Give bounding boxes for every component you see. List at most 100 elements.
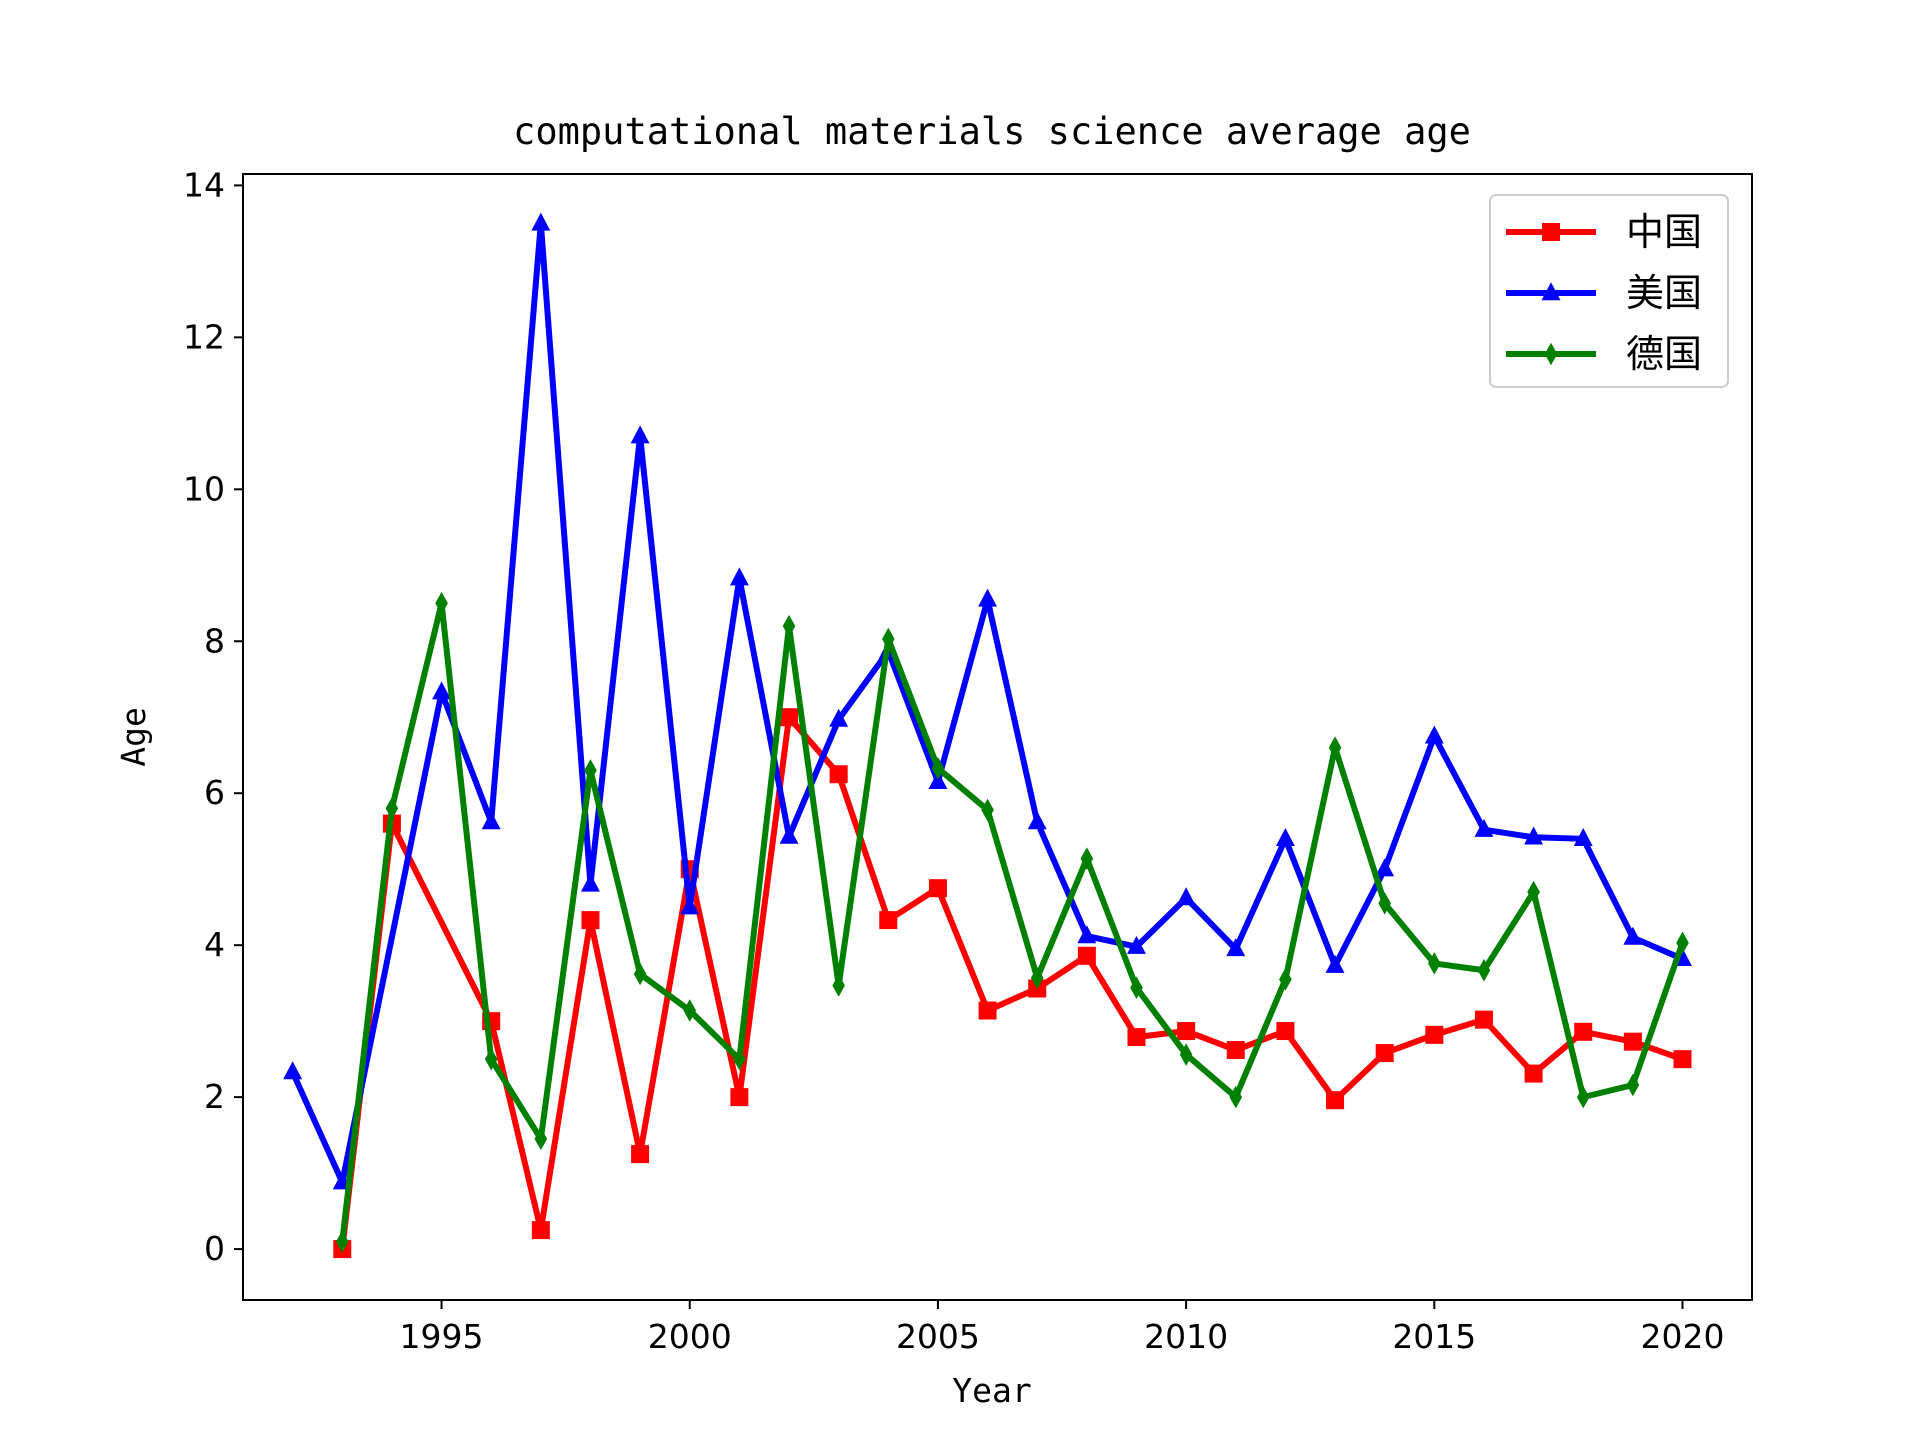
data-point (1474, 818, 1494, 837)
legend-box (1489, 194, 1729, 388)
x-tick-label: 2010 (1144, 1317, 1228, 1356)
data-point (1130, 976, 1143, 999)
data-point (928, 879, 947, 898)
data-point (1573, 828, 1593, 847)
data-point (829, 765, 848, 784)
data-point (733, 1047, 746, 1071)
data-point (931, 756, 945, 780)
x-axis-label: Year (952, 1371, 1031, 1410)
data-point (534, 1127, 548, 1151)
data-point (531, 212, 551, 231)
y-tick-label: 10 (183, 469, 225, 508)
data-point (1030, 966, 1044, 990)
data-point (1425, 1025, 1444, 1044)
data-point (1576, 1085, 1590, 1109)
y-tick-label: 8 (204, 621, 225, 660)
data-point (1375, 858, 1395, 877)
chart-title: computational materials science average … (513, 110, 1471, 153)
data-point (633, 962, 647, 986)
data-point (1275, 828, 1295, 847)
data-point (978, 1001, 997, 1020)
data-point (782, 614, 796, 638)
data-point (1127, 935, 1146, 954)
legend-marker (1544, 342, 1558, 366)
data-point (1527, 880, 1540, 904)
plot-area (283, 212, 1692, 1259)
x-tick-label: 2000 (648, 1317, 732, 1356)
data-point (928, 771, 948, 790)
data-point (1326, 1091, 1345, 1110)
data-point (1574, 1022, 1593, 1041)
legend-marker (1541, 282, 1561, 301)
data-point (1080, 847, 1094, 870)
x-tick-label: 2015 (1392, 1317, 1476, 1356)
legend-entry: 美国 (1506, 271, 1702, 315)
y-tick-label: 4 (204, 925, 225, 964)
data-point (1626, 1073, 1640, 1097)
y-tick-label: 6 (204, 773, 225, 812)
legend-entry: 中国 (1506, 210, 1702, 254)
series-line (289, 220, 1684, 1186)
data-point (432, 681, 452, 700)
data-point (1328, 736, 1342, 759)
data-point (881, 627, 895, 651)
data-point (1229, 1085, 1243, 1109)
legend-label: 德国 (1626, 332, 1702, 376)
data-point (1127, 1028, 1146, 1047)
data-point (1077, 946, 1096, 965)
data-point (1325, 954, 1345, 973)
series-line (339, 600, 1686, 1242)
data-point (780, 708, 799, 727)
legend-label: 美国 (1626, 271, 1702, 315)
data-point (1276, 1022, 1295, 1041)
data-point (385, 797, 399, 820)
data-point (1477, 959, 1491, 982)
data-point (584, 759, 597, 782)
data-point (1474, 1010, 1493, 1029)
data-point (1524, 1064, 1543, 1083)
data-point (729, 567, 749, 586)
y-tick-label: 2 (204, 1077, 225, 1116)
data-point (1673, 1050, 1692, 1069)
data-point (978, 588, 998, 607)
legend-label: 中国 (1626, 210, 1702, 254)
data-point (435, 592, 448, 615)
data-point (730, 1088, 749, 1107)
data-point (581, 873, 600, 892)
data-point (1378, 892, 1391, 915)
plot-frame (242, 173, 1753, 1301)
data-point (832, 974, 845, 997)
data-point (1676, 931, 1689, 955)
data-point (683, 999, 697, 1022)
x-tick-label: 2020 (1641, 1317, 1725, 1356)
legend-marker (1542, 223, 1560, 241)
data-point (1524, 826, 1544, 845)
data-point (1428, 952, 1441, 975)
data-point (1179, 1043, 1193, 1066)
series-2 (283, 212, 1692, 1190)
data-point (981, 798, 994, 822)
axes: 1995 2000 2005 2010 2015 2020 0 2 4 6 8 10 12 14 (183, 165, 1753, 1356)
y-tick-label: 14 (183, 165, 225, 204)
data-point (1177, 1022, 1196, 1041)
data-point (1027, 811, 1047, 830)
x-tick-label: 1995 (400, 1317, 484, 1356)
data-point (1226, 938, 1246, 957)
x-tick-label: 2005 (896, 1317, 980, 1356)
data-point (335, 1230, 349, 1253)
data-point (879, 911, 898, 930)
data-point (1279, 968, 1292, 991)
data-point (630, 425, 650, 444)
data-point (829, 708, 849, 727)
data-point (631, 1145, 650, 1164)
y-tick-label: 0 (204, 1229, 225, 1268)
data-point (1623, 1032, 1642, 1051)
data-point (680, 896, 700, 915)
y-tick-label: 12 (183, 317, 225, 356)
data-point (283, 1061, 303, 1080)
data-point (1424, 725, 1444, 744)
y-axis-label: Age (114, 707, 153, 767)
